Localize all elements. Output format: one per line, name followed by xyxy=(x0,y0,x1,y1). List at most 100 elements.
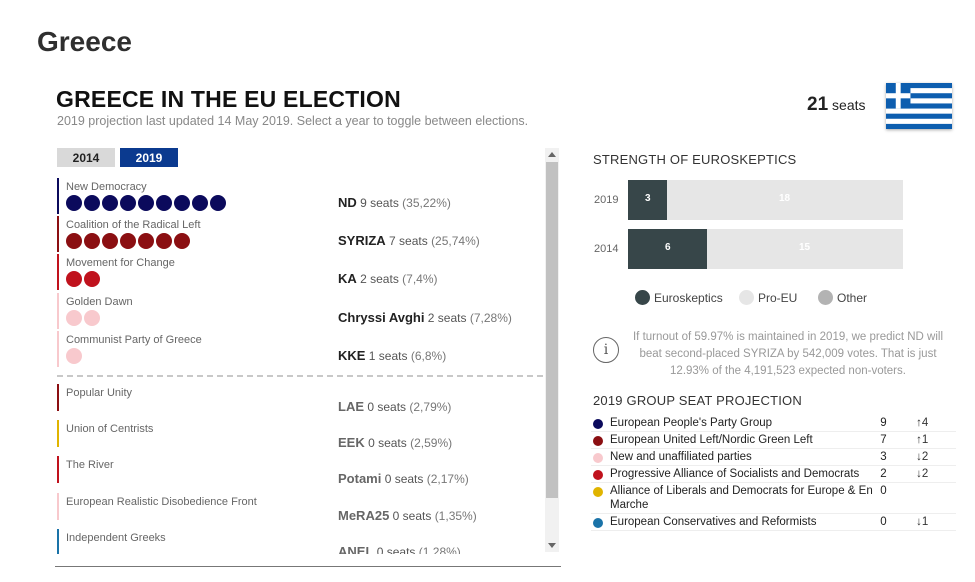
seat-dot xyxy=(120,195,136,211)
party-pct: (2,59%) xyxy=(410,436,453,450)
scrollbar-thumb[interactable] xyxy=(546,162,558,498)
euroskeptic-segment[interactable] xyxy=(628,180,667,220)
legend-swatch xyxy=(818,290,833,305)
party-results-list[interactable]: New Democracy ND 9 seats (35,22%) Coalitio… xyxy=(55,176,545,554)
group-color-dot xyxy=(593,453,603,463)
projection-row: Progressive Alliance of Socialists and D… xyxy=(591,466,956,483)
party-abbr: Chryssi Avghi xyxy=(338,310,425,325)
party-pct: (35,22%) xyxy=(402,196,451,210)
group-name: European United Left/Nordic Green Left xyxy=(610,434,813,446)
pro-eu-value: 15 xyxy=(799,242,811,253)
pane-divider xyxy=(55,566,561,567)
scroll-up-arrow-icon[interactable] xyxy=(548,152,556,157)
party-seats: 0 seats xyxy=(367,400,407,414)
seat-dot xyxy=(174,233,190,249)
total-seats-number: 21 xyxy=(807,94,829,115)
projection-title: 2019 GROUP SEAT PROJECTION xyxy=(593,393,802,408)
group-change: ↓2 xyxy=(916,468,929,480)
seat-dot xyxy=(66,271,82,287)
legend-label: Pro-EU xyxy=(758,290,798,305)
party-color-bar xyxy=(57,178,59,214)
party-row: Golden Dawn Chryssi Avghi 2 seats (7,28%) xyxy=(57,293,543,329)
party-abbr: Potami xyxy=(338,471,382,486)
group-color-dot xyxy=(593,518,603,528)
seat-dot xyxy=(102,195,118,211)
group-seats: 9 xyxy=(880,417,887,429)
party-abbr: MeRA25 xyxy=(338,508,390,523)
party-row: Popular Unity LAE 0 seats (2,79%) xyxy=(57,384,543,420)
party-stat: ANEL 0 seats (1,28%) xyxy=(338,544,461,554)
bar-year-label: 2019 xyxy=(594,194,619,206)
legend-other: Other xyxy=(818,290,867,305)
party-name: Coalition of the Radical Left xyxy=(66,219,201,231)
party-color-bar xyxy=(57,529,59,554)
party-row: Union of Centrists EEK 0 seats (2,59%) xyxy=(57,420,543,456)
party-pct: (6,8%) xyxy=(410,349,447,363)
group-seats: 3 xyxy=(880,451,887,463)
party-name: Popular Unity xyxy=(66,387,133,399)
projection-table: European People's Party Group 9 ↑4 European… xyxy=(591,415,956,531)
party-name: Golden Dawn xyxy=(66,296,133,308)
party-abbr: EEK xyxy=(338,435,365,450)
legend-label: Euroskeptics xyxy=(654,290,723,305)
legend-swatch xyxy=(635,290,650,305)
party-abbr: ND xyxy=(338,195,357,210)
group-name: European Conservatives and Reformists xyxy=(610,516,817,528)
party-row: Independent Greeks ANEL 0 seats (1,28%) xyxy=(57,529,543,554)
seat-dots xyxy=(66,310,100,326)
party-seats: 2 seats xyxy=(360,272,399,286)
party-seats: 1 seats xyxy=(368,349,408,363)
pro-eu-value: 18 xyxy=(779,193,791,204)
party-list-scrollbar[interactable] xyxy=(545,148,559,552)
party-stat: Potami 0 seats (2,17%) xyxy=(338,471,469,486)
party-pct: (1,28%) xyxy=(418,545,461,554)
turnout-info-text: If turnout of 59.97% is maintained in 20… xyxy=(632,331,944,377)
party-name: The River xyxy=(66,459,114,471)
group-name: Alliance of Liberals and Democrats for E… xyxy=(610,485,873,511)
info-icon: i xyxy=(593,337,619,363)
euroskeptic-value: 6 xyxy=(665,242,671,253)
year-toggle-2019[interactable]: 2019 xyxy=(120,148,178,167)
strength-bar[interactable]: 3 18 xyxy=(628,180,903,220)
seat-dot xyxy=(138,233,154,249)
projection-row: European Conservatives and Reformists 0 ↓1 xyxy=(591,514,956,531)
party-seats: 0 seats xyxy=(384,472,424,486)
party-name: Movement for Change xyxy=(66,257,175,269)
party-color-bar xyxy=(57,216,59,252)
seat-dots xyxy=(66,271,100,287)
page-subtitle: 2019 projection last updated 14 May 2019… xyxy=(57,114,529,128)
party-name: New Democracy xyxy=(66,181,147,193)
party-color-bar xyxy=(57,420,59,447)
legend-swatch xyxy=(739,290,754,305)
strength-bar[interactable]: 6 15 xyxy=(628,229,903,269)
party-stat: ND 9 seats (35,22%) xyxy=(338,195,451,210)
seat-dot xyxy=(66,233,82,249)
party-stat: KKE 1 seats (6,8%) xyxy=(338,348,446,363)
party-color-bar xyxy=(57,493,59,520)
seat-dot xyxy=(210,195,226,211)
group-color-dot xyxy=(593,470,603,480)
strength-title: STRENGTH OF EUROSKEPTICS xyxy=(593,152,797,167)
seat-dots xyxy=(66,233,190,249)
party-pct: (7,28%) xyxy=(469,311,512,325)
party-pct: (1,35%) xyxy=(434,509,477,523)
party-row: Communist Party of Greece KKE 1 seats (6,… xyxy=(57,331,543,367)
projection-row: European People's Party Group 9 ↑4 xyxy=(591,415,956,432)
party-stat: Chryssi Avghi 2 seats (7,28%) xyxy=(338,310,512,325)
group-name: European People's Party Group xyxy=(610,417,773,429)
party-seats: 2 seats xyxy=(427,311,467,325)
euroskeptic-segment[interactable] xyxy=(628,229,707,269)
year-toggle-2014[interactable]: 2014 xyxy=(57,148,115,167)
scroll-down-arrow-icon[interactable] xyxy=(548,543,556,548)
projection-row: European United Left/Nordic Green Left 7 ↑… xyxy=(591,432,956,449)
euroskeptic-value: 3 xyxy=(645,193,651,204)
legend-pro-eu: Pro-EU xyxy=(739,290,797,305)
party-stat: LAE 0 seats (2,79%) xyxy=(338,399,451,414)
seat-dot xyxy=(84,233,100,249)
seat-dot xyxy=(156,233,172,249)
group-seats: 7 xyxy=(880,434,887,446)
projection-row: Alliance of Liberals and Democrats for E… xyxy=(591,483,956,514)
group-name: New and unaffiliated parties xyxy=(610,451,752,463)
party-stat: KA 2 seats (7,4%) xyxy=(338,271,438,286)
party-color-bar xyxy=(57,331,59,367)
